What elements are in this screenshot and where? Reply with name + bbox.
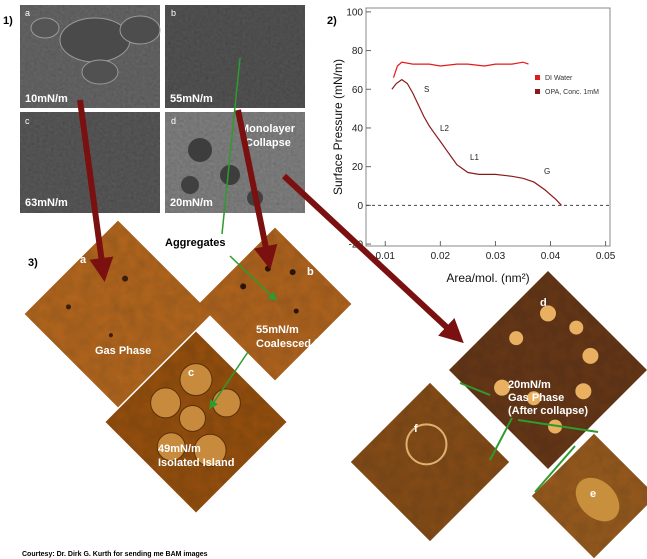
image-label: 10mN/m [25,93,68,105]
annotation: Aggregates [165,237,226,249]
x-tick-label: 0.02 [431,251,451,262]
y-tick-label: 20 [352,162,364,173]
image-label: (After collapse) [508,405,588,417]
image-letter: b [171,8,176,18]
image-label: 20mN/m [170,197,213,209]
image-label: Gas Phase [508,392,564,404]
x-axis-label: Area/mol. (nm²) [446,271,529,285]
image-label: Gas Phase [95,345,151,357]
footer: Courtesy: Dr. Dirk G. Kurth for sending … [22,551,208,558]
bam-image: a 10mN/m [20,5,160,108]
bam-image: b 55mN/m [165,5,305,108]
annotation: Collapse [245,137,291,149]
bam-image: d 20mN/m Monolayer Collapse [165,112,305,213]
chart: -200204060801000.010.020.030.040.05Area/… [331,7,616,285]
legend-label: DI Water [545,75,573,82]
image-letter: b [307,266,314,278]
image-letter: e [590,488,596,500]
image-letter: a [80,254,87,266]
annotation: Monolayer [240,123,296,135]
image-letter: a [25,8,30,18]
legend-label: OPA, Conc. 1mM [545,89,599,96]
y-tick-label: 100 [346,7,363,18]
image-label: 20mN/m [508,379,551,391]
y-tick-label: 40 [352,123,364,134]
image-label: Coalesced Island [256,338,346,350]
y-axis-label: Surface Pressure (mN/m) [331,59,345,195]
curve-annotation: G [544,167,550,176]
legend-swatch [535,89,540,94]
x-tick-label: 0.04 [541,251,561,262]
image-label: 63mN/m [25,197,68,209]
y-tick-label: 60 [352,85,364,96]
panel-label: 3) [28,257,38,269]
y-tick-label: 80 [352,46,364,57]
afm-image [351,383,509,541]
plot-frame [366,8,610,246]
image-label: 55mN/m [170,93,213,105]
image-letter: d [171,116,176,126]
curve-annotation: L1 [470,153,479,162]
legend-swatch [535,75,540,80]
image-letter: c [25,116,30,126]
connector [490,418,512,460]
image-label: 49mN/m [158,443,201,455]
image-letter: f [414,423,418,435]
image-letter: c [188,367,194,379]
figure: 1) a 10mN/m b 55mN/m c 63mN/m d 20mN/m M… [0,0,647,559]
curve-annotation: L2 [440,124,449,133]
y-tick-label: 0 [357,201,363,212]
image-letter: d [540,297,547,309]
x-tick-label: 0.05 [596,251,616,262]
panel-label: 2) [327,15,337,27]
image-label: 55mN/m [256,324,299,336]
curve-annotation: S [424,85,429,94]
image-label: Isolated Island [158,457,234,469]
x-tick-label: 0.03 [486,251,506,262]
panel-label: 1) [3,15,13,27]
